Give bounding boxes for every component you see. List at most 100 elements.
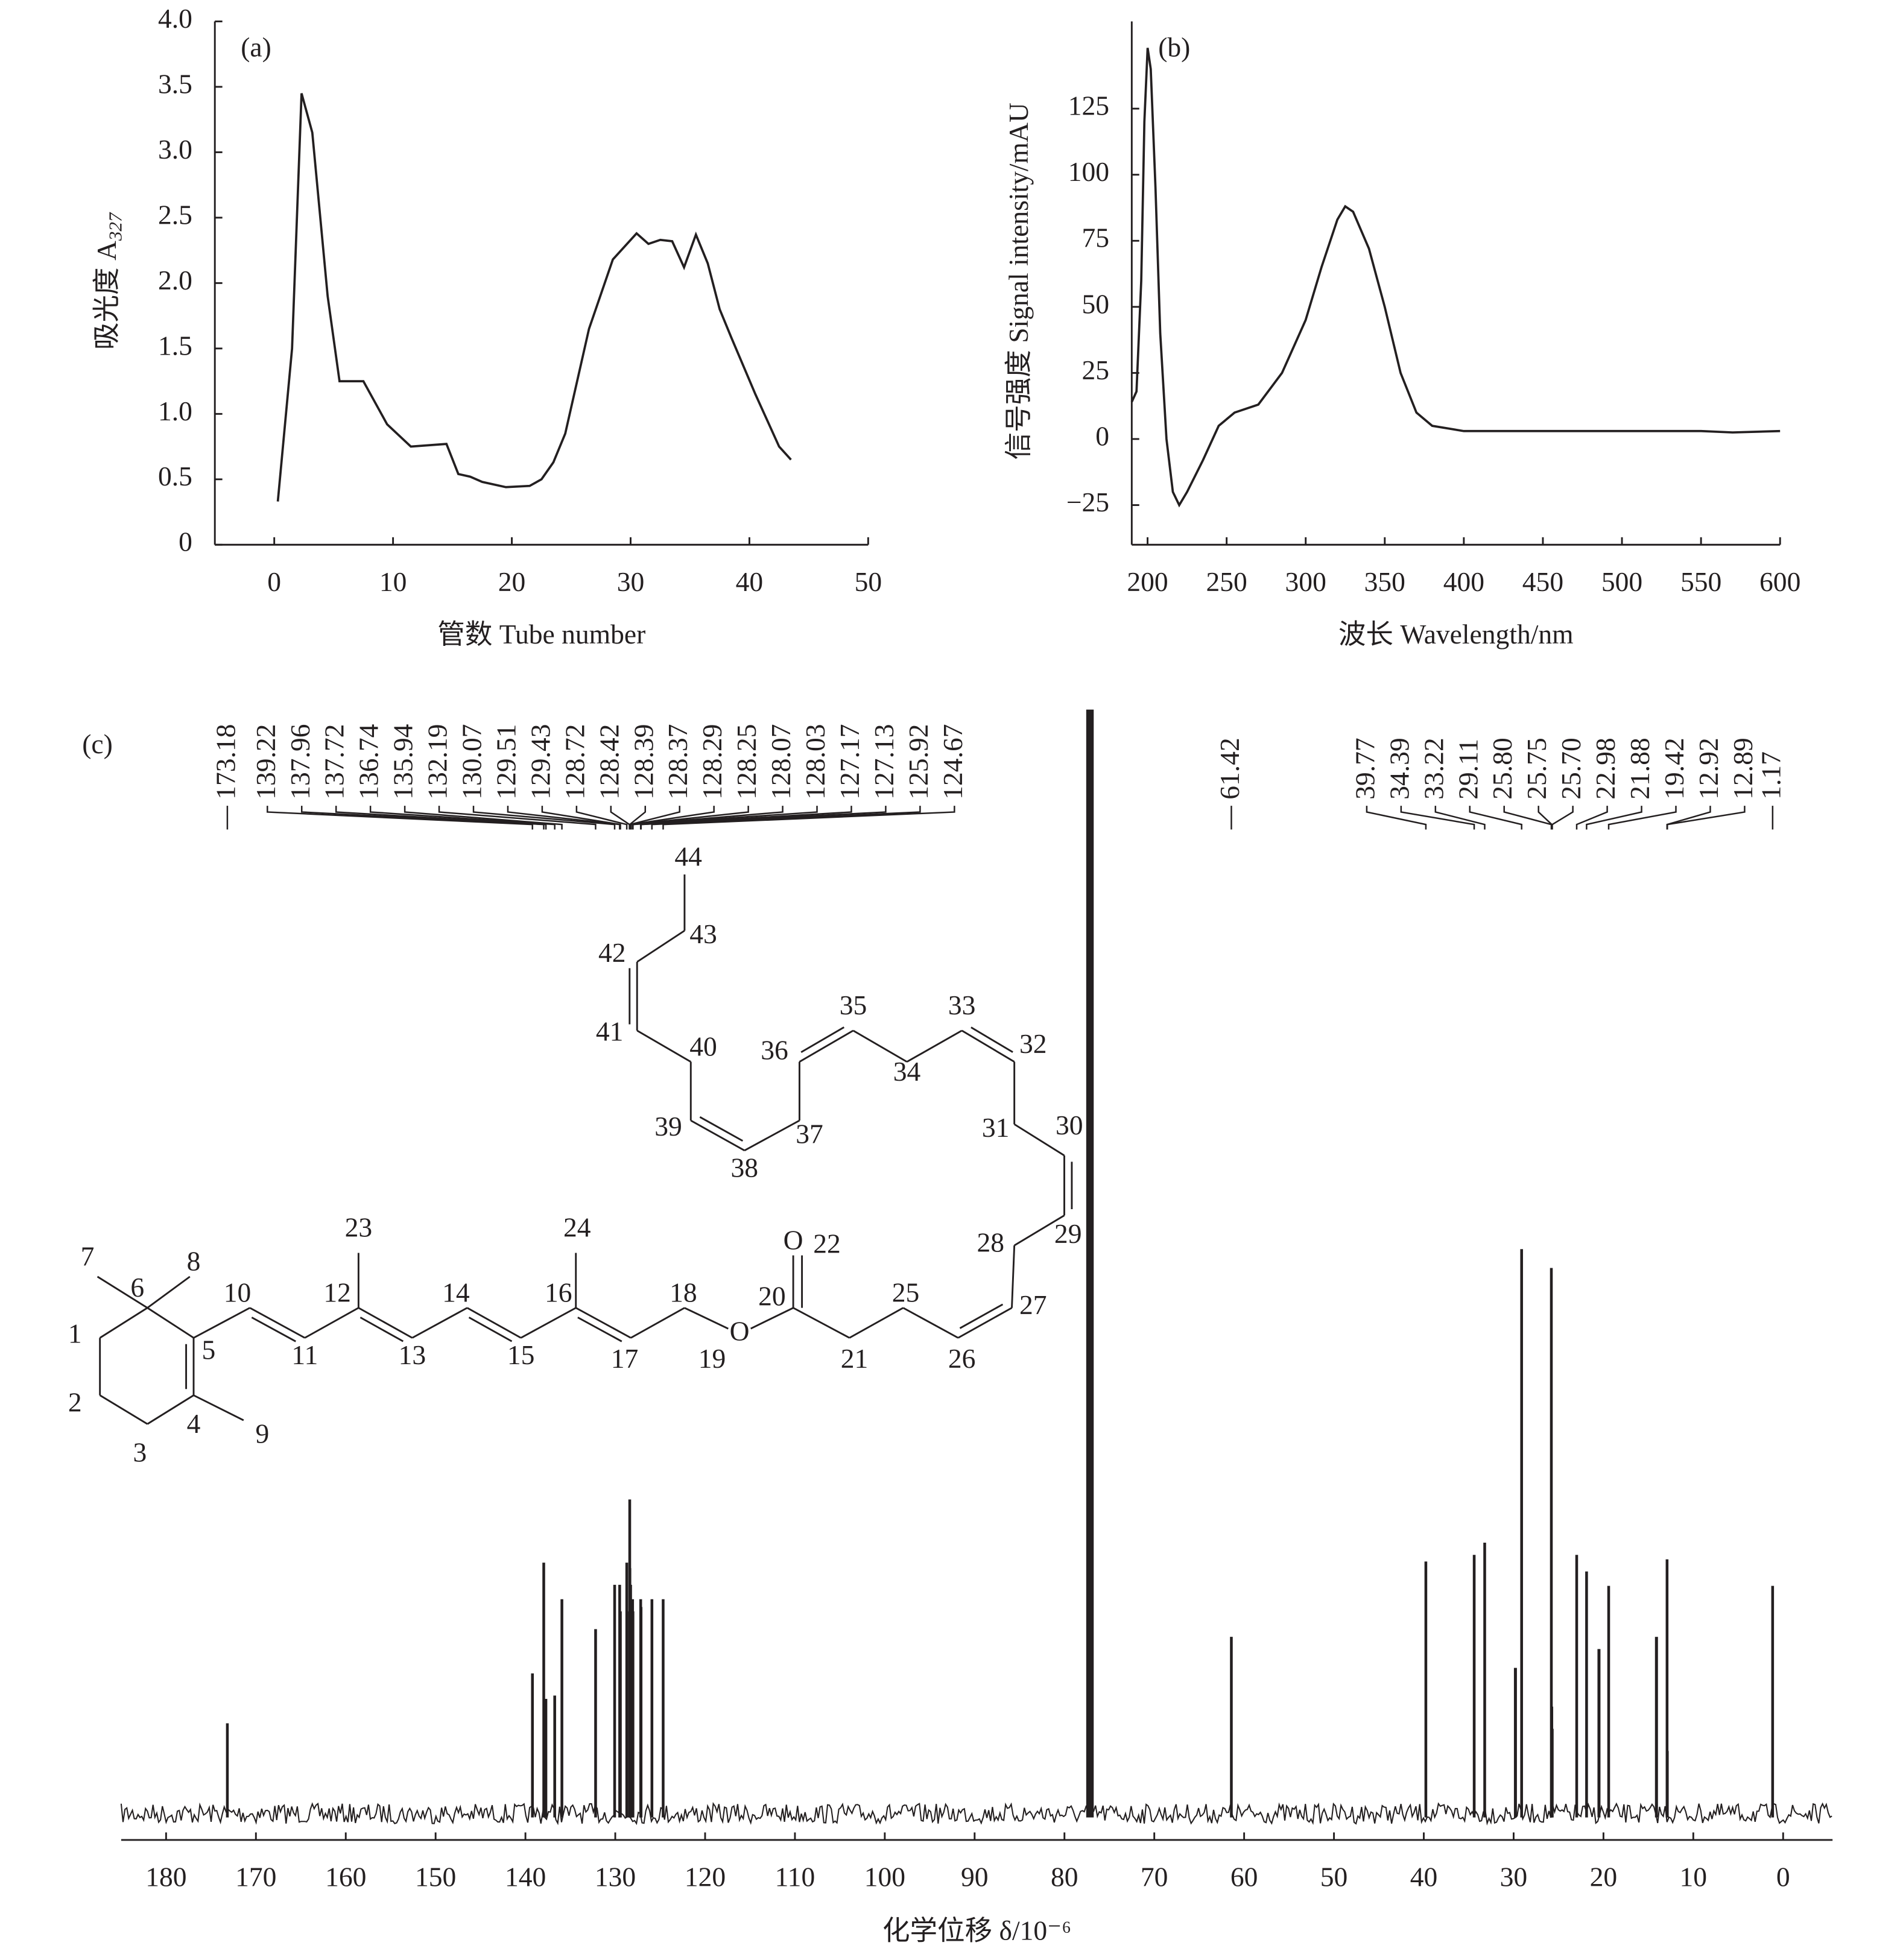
- bond: [193, 1307, 250, 1339]
- peak-label: 25.70: [1556, 738, 1586, 799]
- x-tick-label: 0: [267, 566, 281, 597]
- atom-number: 3: [133, 1437, 147, 1467]
- atom-number: 28: [977, 1227, 1005, 1258]
- atom-number: 26: [948, 1343, 976, 1374]
- peak-label: 128.39: [628, 724, 659, 799]
- atom-number: 9: [256, 1418, 270, 1449]
- x-tick-label: 400: [1443, 566, 1484, 597]
- atom-number: 6: [130, 1272, 144, 1303]
- bond: [1013, 1215, 1065, 1247]
- x-tick-label: 20: [498, 566, 526, 597]
- atom-number: 17: [611, 1343, 639, 1374]
- x-tick-label: 50: [1320, 1862, 1348, 1892]
- x-tick-label: 110: [775, 1862, 815, 1892]
- peak-leader: [1434, 806, 1486, 830]
- x-tick-label: 150: [415, 1862, 456, 1892]
- peak-label: 136.74: [353, 724, 384, 799]
- x-tick-label: 50: [855, 566, 882, 597]
- y-tick-label: 50: [1082, 288, 1110, 319]
- peak-label: 128.25: [731, 724, 762, 799]
- bond: [97, 1276, 148, 1309]
- x-tick-label: 160: [325, 1862, 366, 1892]
- atom-number: 29: [1054, 1218, 1082, 1249]
- peak-label: 39.77: [1349, 738, 1380, 799]
- y-axis-label: 吸光度 A327: [92, 212, 126, 350]
- atom-number: 4: [187, 1408, 201, 1439]
- atom-number: 25: [892, 1277, 920, 1307]
- bond: [1013, 1123, 1065, 1157]
- peak-leader: [651, 806, 921, 830]
- x-tick-label: 0: [1776, 1862, 1790, 1892]
- atom-number: 42: [598, 937, 626, 968]
- peak-label: 124.67: [937, 724, 968, 799]
- oxygen-label: O: [730, 1316, 750, 1347]
- y-tick-label: 75: [1082, 223, 1110, 253]
- data-line: [276, 93, 792, 502]
- y-axis-label: 信号强度 Signal intensity/mAU: [1004, 103, 1034, 460]
- bond: [684, 1307, 729, 1330]
- bond-double: [971, 1026, 1013, 1053]
- x-tick-label: 40: [1410, 1862, 1438, 1892]
- x-tick-label: 30: [1500, 1862, 1528, 1892]
- bond: [799, 1029, 854, 1063]
- bond: [636, 929, 685, 963]
- bond: [249, 1307, 306, 1339]
- peak: [1086, 709, 1094, 1818]
- peak: [1655, 1637, 1658, 1818]
- peak-leader: [1469, 806, 1522, 830]
- peak-leader: [1586, 806, 1642, 830]
- bond: [961, 1029, 1015, 1063]
- atom-number: 40: [689, 1031, 717, 1061]
- atom-number: 11: [291, 1339, 318, 1370]
- x-tick-label: 40: [736, 566, 764, 597]
- y-axis-label-subscript: 327: [105, 212, 126, 241]
- bond-double: [577, 1317, 622, 1342]
- bond: [411, 1307, 468, 1339]
- peak-leader: [541, 806, 621, 830]
- peak-label: 1.17: [1755, 751, 1786, 800]
- x-tick-label: 250: [1206, 566, 1247, 597]
- y-tick-label: 0.5: [158, 461, 192, 492]
- x-tick-label: 60: [1230, 1862, 1258, 1892]
- peak-label: 22.98: [1590, 738, 1621, 799]
- y-tick-label: 2.0: [158, 265, 192, 296]
- atom-number: 23: [345, 1212, 373, 1243]
- atom-number: 14: [442, 1277, 470, 1307]
- y-tick-label: 2.5: [158, 199, 192, 230]
- bond: [193, 1394, 244, 1421]
- atom-number: 22: [813, 1228, 841, 1259]
- atom-number: 1: [68, 1318, 82, 1349]
- atom-number: 31: [982, 1112, 1010, 1143]
- atom-number: 35: [840, 990, 867, 1020]
- peak-label: 128.42: [594, 724, 624, 799]
- peak-label: 34.39: [1384, 738, 1414, 799]
- atom-number: 33: [948, 990, 976, 1020]
- bond: [147, 1394, 194, 1425]
- atom-number: 21: [841, 1343, 869, 1374]
- x-tick-label: 90: [961, 1862, 989, 1892]
- atom-number: 38: [731, 1152, 759, 1183]
- peak-leader: [1400, 806, 1475, 830]
- atom-number: 16: [545, 1277, 572, 1307]
- peak-label: 125.92: [903, 724, 934, 799]
- peak-label: 135.94: [388, 724, 419, 799]
- atom-number: 7: [81, 1241, 95, 1271]
- atom-number: 37: [796, 1118, 823, 1149]
- peak-label: 129.43: [525, 724, 556, 799]
- bond-double: [468, 1317, 513, 1342]
- bond-double: [699, 1116, 744, 1142]
- peak-leader: [1551, 806, 1574, 830]
- peak-leader: [1366, 806, 1427, 830]
- peak-label: 128.07: [765, 724, 796, 799]
- peak-leader: [640, 806, 887, 830]
- bond-double: [959, 1303, 1004, 1329]
- atom-number: 5: [201, 1335, 215, 1365]
- y-tick-label: 1.5: [158, 330, 192, 361]
- bond: [99, 1394, 148, 1425]
- peak-leader: [1667, 806, 1746, 830]
- x-tick-label: 130: [595, 1862, 636, 1892]
- atom-number: 30: [1056, 1110, 1083, 1140]
- peak-leader: [438, 806, 597, 830]
- peak-label: 137.96: [285, 724, 315, 799]
- peak-label: 127.17: [834, 724, 865, 799]
